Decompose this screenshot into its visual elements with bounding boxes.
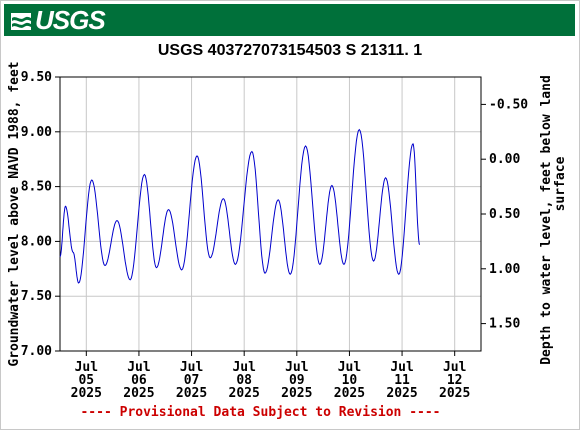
right-y-tick-label: 0.50 (489, 207, 520, 222)
x-axis: Jul052025Jul062025Jul072025Jul082025Jul0… (71, 351, 470, 401)
x-tick-year-label: 2025 (229, 386, 260, 401)
usgs-logo[interactable]: USGS (10, 4, 106, 35)
x-tick-month-label: Jul (75, 360, 98, 375)
left-axis: 9.50 9.00 8.50 8.00 7.50 7.00 (21, 70, 60, 359)
chart-title: USGS 403727073154503 S 21311. 1 (157, 42, 423, 59)
provisional-data-note: ---- Provisional Data Subject to Revisio… (80, 405, 440, 420)
usgs-logo-text: USGS (35, 4, 106, 35)
y-tick-label: 9.50 (21, 70, 52, 85)
x-tick-year-label: 2025 (176, 386, 207, 401)
right-y-tick-label: 1.00 (489, 262, 520, 277)
x-tick-day-label: 05 (78, 373, 94, 388)
x-tick-year-label: 2025 (123, 386, 154, 401)
y-tick-label: 7.50 (21, 289, 52, 304)
right-axis-title-line-1: Depth to water level, feet below land (539, 75, 554, 365)
right-y-tick-label: 0.00 (489, 152, 520, 167)
y-tick-label: 8.50 (21, 180, 52, 195)
x-tick-month-label: Jul (232, 360, 255, 375)
x-tick-day-label: 07 (184, 373, 200, 388)
x-tick-month-label: Jul (285, 360, 308, 375)
right-y-tick-label: -0.50 (489, 97, 528, 112)
groundwater-level-line (59, 128, 421, 284)
left-axis-title: Groundwater level above NAVD 1988, feet (7, 61, 22, 366)
x-tick-year-label: 2025 (439, 386, 470, 401)
x-tick-month-label: Jul (390, 360, 413, 375)
plot-area (59, 76, 482, 352)
x-tick-month-label: Jul (180, 360, 203, 375)
x-tick-day-label: 11 (394, 373, 410, 388)
x-tick-day-label: 10 (342, 373, 358, 388)
y-tick-label: 9.00 (21, 125, 52, 140)
right-axis-title-line-2: surface (553, 156, 568, 211)
x-tick-year-label: 2025 (334, 386, 365, 401)
x-tick-year-label: 2025 (71, 386, 102, 401)
right-y-tick-label: 1.50 (489, 317, 520, 332)
x-tick-month-label: Jul (338, 360, 361, 375)
x-tick-month-label: Jul (127, 360, 150, 375)
x-tick-day-label: 09 (289, 373, 305, 388)
y-tick-label: 8.00 (21, 234, 52, 249)
x-tick-year-label: 2025 (386, 386, 417, 401)
x-tick-day-label: 08 (236, 373, 252, 388)
grid-lines (60, 76, 481, 352)
x-tick-day-label: 06 (131, 373, 147, 388)
x-tick-year-label: 2025 (281, 386, 312, 401)
x-tick-month-label: Jul (443, 360, 466, 375)
agency-banner: USGS (4, 4, 575, 36)
x-tick-day-label: 12 (447, 373, 463, 388)
usgs-wave-icon (11, 13, 31, 30)
right-axis: -0.50 0.00 0.50 1.00 1.50 (481, 97, 528, 332)
y-tick-label: 7.00 (21, 344, 52, 359)
